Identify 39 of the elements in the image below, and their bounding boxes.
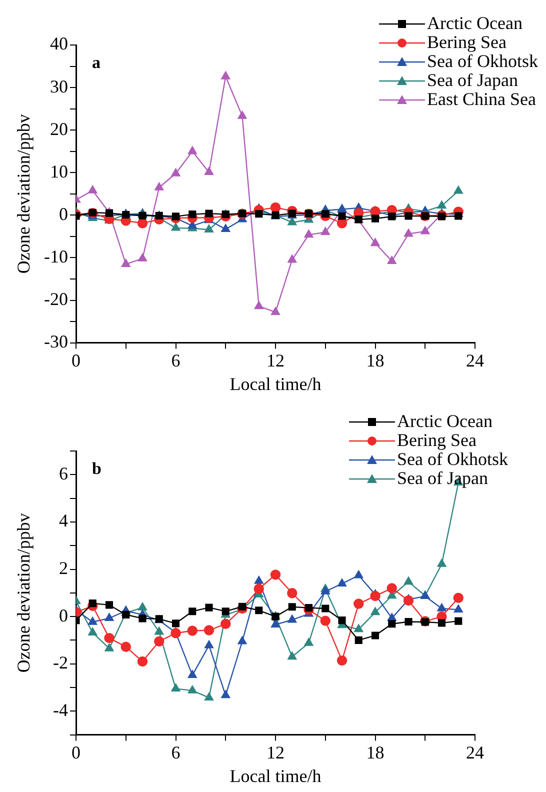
y-tick-label: 10	[50, 161, 68, 182]
y-axis-title: Ozone deviation/ppbv	[14, 114, 34, 274]
y-tick-label: 6	[59, 463, 68, 484]
y-tick-label: 30	[50, 76, 68, 96]
y-tick-label: -2	[53, 652, 68, 673]
legend-label: Sea of Japan	[397, 468, 488, 488]
x-tick-label: 6	[171, 742, 180, 762]
text: b	[92, 458, 102, 478]
x-tick-label: 18	[366, 742, 384, 762]
text: a	[92, 52, 101, 72]
y-tick-label: 0	[59, 605, 68, 626]
y-tick-label: -30	[44, 332, 68, 352]
x-axis-title: Local time/h	[230, 766, 322, 786]
x-tick-label: 18	[366, 350, 384, 370]
legend-label: Bering Sea	[397, 430, 476, 450]
legend-label: Arctic Ocean	[397, 411, 492, 431]
y-tick-label: 0	[59, 204, 68, 224]
legend-label: Sea of Japan	[427, 70, 518, 90]
legend-label: Sea of Okhotsk	[397, 449, 508, 469]
legend-label: Sea of Okhotsk	[427, 51, 538, 71]
y-tick-label: 2	[59, 558, 68, 578]
x-tick-label: 6	[171, 350, 180, 370]
legend-label: East China Sea	[427, 89, 536, 109]
x-tick-label: 24	[466, 350, 484, 370]
y-tick-label: 4	[59, 510, 68, 531]
y-axis-title: Ozone deviation/ppbv	[14, 513, 34, 673]
y-tick-label: 20	[50, 118, 68, 139]
x-tick-label: 24	[466, 742, 484, 762]
y-tick-label: -4	[53, 700, 68, 720]
y-tick-label: -10	[44, 246, 68, 266]
y-tick-label: 40	[50, 34, 68, 54]
legend-label: Arctic Ocean	[427, 13, 522, 33]
x-tick-label: 12	[266, 742, 284, 762]
x-tick-label: 0	[72, 350, 80, 370]
x-axis-title: Local time/h	[230, 374, 322, 394]
x-tick-label: 0	[72, 742, 80, 762]
x-tick-label: 12	[266, 350, 284, 370]
y-tick-label: -20	[44, 288, 68, 309]
legend-label: Bering Sea	[427, 32, 506, 52]
